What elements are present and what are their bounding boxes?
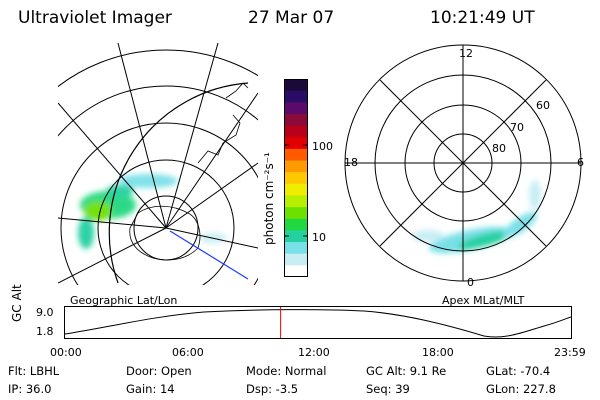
altitude-curve	[64, 309, 572, 338]
colorbar-stripe	[284, 207, 308, 220]
instrument-title: Ultraviolet Imager	[18, 8, 172, 28]
colorbar	[284, 79, 308, 277]
colorbar-stripe	[284, 230, 308, 243]
mlat-label-70: 70	[510, 121, 524, 134]
colorbar-tick-10: 10	[312, 231, 326, 244]
glon-label: GLon: 227.8	[486, 382, 556, 396]
timeline-xtick-0000: 00:00	[50, 346, 82, 359]
colorbar-stripe	[284, 79, 308, 92]
colorbar-stripe	[284, 242, 308, 255]
mlt-label-18: 18	[344, 156, 358, 169]
mlat-label-60: 60	[536, 99, 550, 112]
colorbar-tick-100: 100	[312, 140, 333, 153]
mlt-label-0: 0	[467, 276, 474, 289]
timeline-ytick-1: 1.8	[36, 325, 54, 338]
gain-label: Gain: 14	[126, 382, 175, 396]
gc-alt-label: GC Alt: 9.1 Re	[366, 364, 447, 378]
mode-label: Mode: Normal	[246, 364, 327, 378]
colorbar-stripe	[284, 160, 308, 173]
colorbar-unit-label: photon cm⁻²s⁻¹	[262, 152, 276, 245]
timeline-ytick-9: 9.0	[36, 306, 54, 319]
time-label: 10:21:49 UT	[430, 8, 535, 28]
glat-label: GLat: -70.4	[486, 364, 551, 378]
geographic-caption: Geographic Lat/Lon	[70, 294, 178, 307]
colorbar-stripe	[284, 148, 308, 162]
date-label: 27 Mar 07	[248, 8, 335, 28]
door-label: Door: Open	[126, 364, 192, 378]
mlt-label-12: 12	[459, 47, 473, 60]
seq-label: Seq: 39	[366, 382, 410, 396]
colorbar-stripe	[284, 172, 308, 185]
colorbar-stripe	[284, 253, 308, 266]
colorbar-stripe	[284, 218, 308, 232]
aurora-emission-left	[78, 174, 227, 249]
timeline-axis-label: GC Alt	[10, 284, 24, 322]
magnetic-polar-plot	[344, 44, 582, 282]
apex-caption: Apex MLat/MLT	[442, 294, 525, 307]
timeline-xtick-1200: 12:00	[298, 346, 330, 359]
mlat-label-80: 80	[492, 142, 506, 155]
colorbar-stripe	[284, 113, 308, 127]
timeline-xtick-2359: 23:59	[554, 346, 586, 359]
altitude-timeline	[64, 306, 572, 339]
colorbar-stripe	[284, 183, 308, 197]
mlt-label-6: 6	[577, 156, 584, 169]
colorbar-stripe	[284, 137, 308, 150]
dsp-label: Dsp: -3.5	[246, 382, 299, 396]
colorbar-stripe	[284, 102, 308, 115]
colorbar-stripe	[284, 90, 308, 103]
colorbar-stripe	[284, 265, 308, 277]
satellite-track	[169, 230, 249, 280]
geographic-map	[58, 43, 258, 285]
colorbar-stripe	[284, 125, 308, 138]
timeline-xtick-0600: 06:00	[172, 346, 204, 359]
aurora-emission-right	[412, 180, 541, 254]
filter-label: Flt: LBHL	[8, 364, 60, 378]
timeline-xtick-1800: 18:00	[422, 346, 454, 359]
colorbar-stripe	[284, 195, 308, 208]
ip-label: IP: 36.0	[8, 382, 52, 396]
